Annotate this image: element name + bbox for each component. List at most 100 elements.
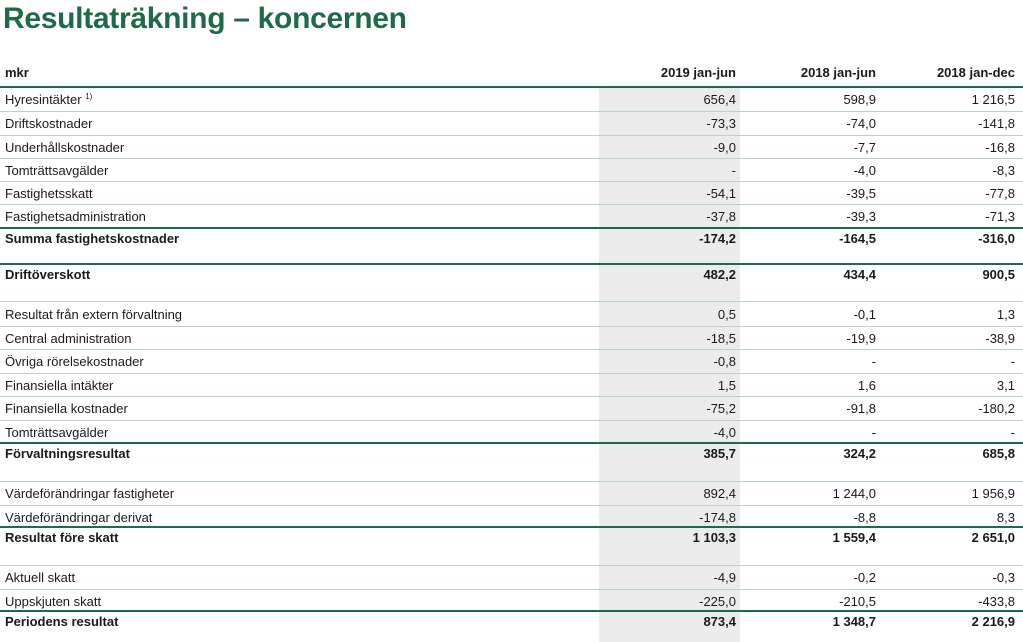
cell-2018-full: -8,3 [992, 163, 1015, 178]
cell-2019: 0,5 [717, 307, 736, 322]
table-row: Resultat från extern förvaltning 0,5 -0,… [0, 303, 1023, 326]
header-label: mkr [5, 65, 29, 80]
row-label: Aktuell skatt [5, 570, 76, 585]
row-divider [0, 349, 1023, 350]
cell-2018-full: 3,1 [996, 378, 1015, 393]
cell-2018-h1: 598,9 [843, 92, 876, 107]
row-label: Värdeförändringar fastigheter [5, 486, 175, 501]
row-label: Driftskostnader [5, 116, 93, 131]
row-label: Tomträttsavgälder [5, 425, 109, 440]
cell-2019: 892,4 [703, 486, 736, 501]
table-row: Tomträttsavgälder - -4,0 -8,3 [0, 159, 1023, 182]
cell-2018-full: 685,8 [982, 446, 1015, 461]
subtotal-row: Förvaltningsresultat 385,7 324,2 685,8 [0, 444, 1023, 467]
table-row: Finansiella intäkter 1,5 1,6 3,1 [0, 374, 1023, 397]
cell-2018-full: 2 651,0 [971, 530, 1015, 545]
table-row: Underhållskostnader -9,0 -7,7 -16,8 [0, 136, 1023, 159]
row-divider [0, 565, 1023, 566]
row-divider [0, 135, 1023, 136]
subtotal-divider [0, 610, 1023, 612]
cell-2019: 385,7 [703, 446, 736, 461]
cell-2018-full: - [1010, 425, 1015, 440]
row-label: Hyresintäkter [5, 92, 82, 107]
row-divider [0, 204, 1023, 205]
table-row: Värdeförändringar derivat -174,8 -8,8 8,… [0, 506, 1023, 529]
table-header: mkr 2019 jan-jun 2018 jan-jun 2018 jan-d… [0, 59, 1023, 86]
header-col-2018-jan-dec: 2018 jan-dec [936, 65, 1015, 80]
table-row: Uppskjuten skatt -225,0 -210,5 -433,8 [0, 590, 1023, 613]
highlight-column [599, 88, 740, 642]
table-row: Värdeförändringar fastigheter 892,4 1 24… [0, 482, 1023, 505]
cell-2018-full: 1 956,9 [971, 486, 1015, 501]
cell-2018-full: -316,0 [978, 231, 1015, 246]
cell-2018-full: 1,3 [996, 307, 1015, 322]
cell-2018-full: -38,9 [985, 331, 1015, 346]
cell-2018-h1: -7,7 [853, 140, 876, 155]
header-divider [0, 86, 1023, 88]
cell-2019: -75,2 [706, 401, 736, 416]
row-divider [0, 589, 1023, 590]
cell-2018-h1: 324,2 [843, 446, 876, 461]
cell-2018-full: -141,8 [978, 116, 1015, 131]
cell-2018-full: - [1010, 354, 1015, 369]
cell-2018-h1: -8,8 [853, 510, 876, 525]
cell-2018-h1: 1 244,0 [832, 486, 876, 501]
cell-2019: -9,0 [713, 140, 736, 155]
cell-2019: 482,2 [703, 267, 736, 282]
row-divider [0, 505, 1023, 506]
cell-2019: -18,5 [706, 331, 736, 346]
row-label: Värdeförändringar derivat [5, 510, 153, 525]
row-divider [0, 181, 1023, 182]
row-label: Central administration [5, 331, 132, 346]
cell-2018-h1: 1,6 [857, 378, 876, 393]
cell-2019: -4,0 [713, 425, 736, 440]
cell-2018-h1: -19,9 [846, 331, 876, 346]
row-divider [0, 481, 1023, 482]
cell-2018-full: 2 216,9 [971, 614, 1015, 629]
cell-2019: -73,3 [706, 116, 736, 131]
table-row: Hyresintäkter 1) 656,4 598,9 1 216,5 [0, 88, 1023, 111]
table-row: Aktuell skatt -4,9 -0,2 -0,3 [0, 566, 1023, 589]
row-divider [0, 326, 1023, 327]
cell-2018-h1: -0,2 [853, 570, 876, 585]
row-label: Summa fastighetskostnader [5, 231, 180, 246]
row-label: Fastighetsskatt [5, 186, 93, 201]
subtotal-divider [0, 227, 1023, 229]
header-col-2019-jan-jun: 2019 jan-jun [660, 65, 736, 80]
table-row: Driftskostnader -73,3 -74,0 -141,8 [0, 112, 1023, 135]
cell-2018-h1: -4,0 [853, 163, 876, 178]
cell-2018-h1: -164,5 [839, 231, 876, 246]
row-label: Periodens resultat [5, 614, 119, 629]
row-divider [0, 420, 1023, 421]
cell-2018-full: 8,3 [996, 510, 1015, 525]
cell-2019: - [731, 163, 736, 178]
cell-2019: -174,2 [699, 231, 736, 246]
row-label: Resultat från extern förvaltning [5, 307, 183, 322]
cell-2018-h1: - [871, 425, 876, 440]
row-label: Resultat före skatt [5, 530, 119, 545]
cell-2018-h1: -210,5 [839, 594, 876, 609]
cell-2019: -4,9 [713, 570, 736, 585]
cell-2019: 656,4 [703, 92, 736, 107]
cell-2018-full: -16,8 [985, 140, 1015, 155]
cell-2019: 1 103,3 [692, 530, 736, 545]
cell-2018-h1: -91,8 [846, 401, 876, 416]
footnote-marker: 1) [85, 92, 93, 101]
cell-2018-h1: - [871, 354, 876, 369]
subtotal-row: Resultat före skatt 1 103,3 1 559,4 2 65… [0, 528, 1023, 551]
table-row: Övriga rörelsekostnader -0,8 - - [0, 350, 1023, 373]
cell-2018-h1: -74,0 [846, 116, 876, 131]
row-divider [0, 158, 1023, 159]
page-title: Resultaträkning – koncernen [3, 2, 407, 35]
row-divider [0, 396, 1023, 397]
row-label: Fastighetsadministration [5, 209, 146, 224]
subtotal-divider [0, 526, 1023, 528]
total-row: Periodens resultat 873,4 1 348,7 2 216,9 [0, 612, 1023, 635]
cell-2018-full: -77,8 [985, 186, 1015, 201]
cell-2018-full: -0,3 [992, 570, 1015, 585]
row-label: Finansiella intäkter [5, 378, 114, 393]
row-divider [0, 301, 1023, 302]
cell-2019: -0,8 [713, 354, 736, 369]
row-label: Driftöverskott [5, 267, 91, 282]
cell-2019: -174,8 [699, 510, 736, 525]
